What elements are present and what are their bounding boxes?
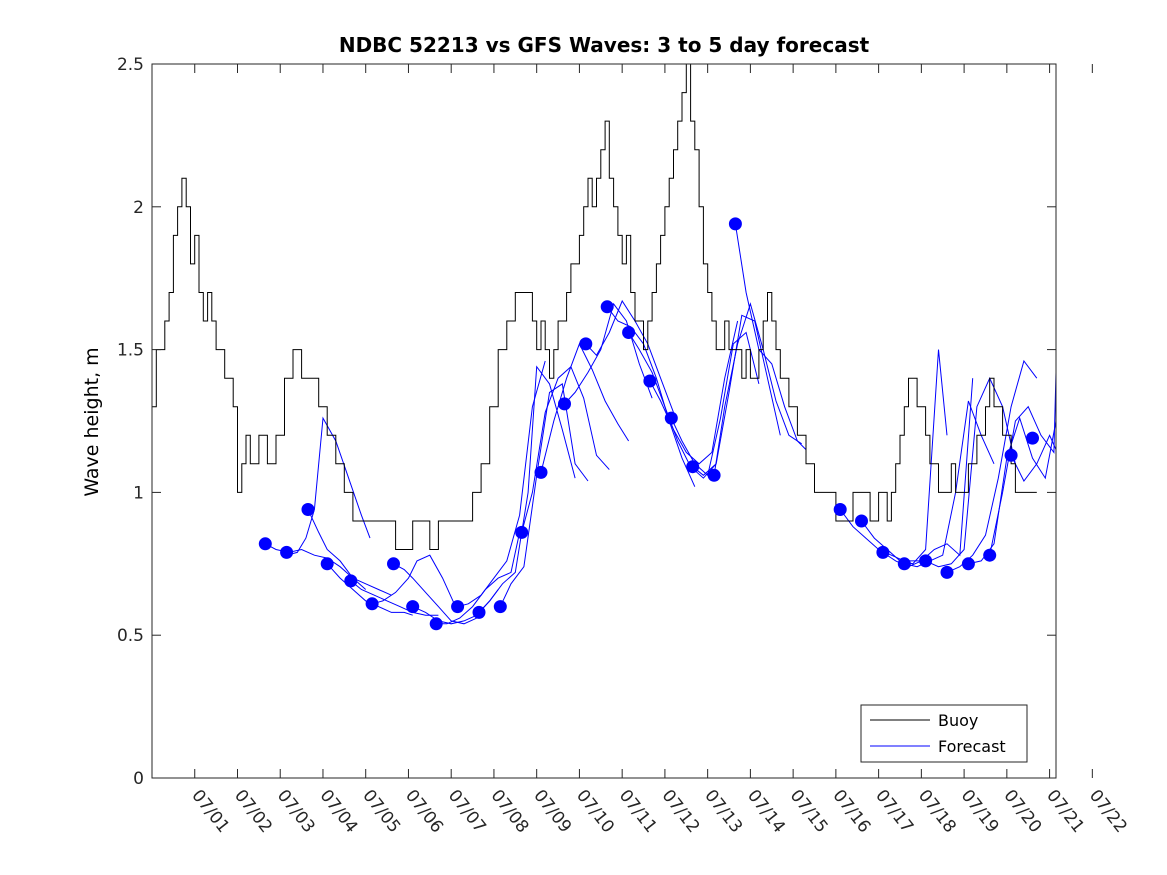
forecast-marker [622, 326, 636, 339]
y-tick-label: 0.5 [117, 626, 144, 646]
forecast-line [946, 359, 1038, 573]
forecast-marker [472, 605, 486, 619]
forecast-marker [344, 574, 358, 588]
legend-buoy-label: Buoy [938, 711, 978, 730]
forecast-marker [686, 460, 700, 474]
forecast-marker [301, 503, 315, 516]
forecast-marker [961, 557, 975, 571]
forecast-marker [855, 514, 868, 528]
y-tick-label: 2 [133, 198, 144, 218]
forecast-line [307, 509, 392, 596]
forecast-line [393, 563, 478, 625]
forecast-marker [429, 617, 443, 631]
forecast-marker [387, 557, 400, 571]
forecast-marker [983, 548, 997, 562]
forecast-marker [515, 525, 529, 539]
forecast-marker [493, 600, 507, 614]
forecast-marker [728, 217, 742, 231]
forecast-line [649, 320, 739, 465]
forecast-line [585, 299, 674, 413]
axes-box [151, 63, 1057, 779]
forecast-line [1010, 434, 1056, 482]
legend-box [860, 704, 1028, 763]
forecast-line [371, 554, 456, 607]
y-axis-label: Wave height, m [81, 347, 103, 496]
forecast-line [286, 416, 371, 556]
forecast-line [564, 302, 653, 405]
forecast-line [265, 543, 367, 590]
forecast-line [734, 223, 807, 450]
chart-title: NDBC 52213 vs GFS Waves: 3 to 5 day fore… [339, 33, 870, 57]
y-tick-label: 2.5 [117, 55, 144, 75]
forecast-marker [320, 557, 334, 571]
forecast-line [478, 365, 576, 613]
forecast-line [436, 532, 521, 625]
forecast-marker [558, 397, 571, 411]
forecast-marker [940, 565, 954, 579]
y-tick-label: 0 [133, 769, 144, 789]
plot-area [152, 64, 1056, 631]
forecast-marker [451, 600, 465, 614]
forecast-marker [406, 600, 420, 614]
forecast-line [499, 383, 589, 607]
forecast-line [989, 372, 1056, 556]
forecast-line [904, 400, 995, 568]
y-tick-label: 1.5 [117, 341, 144, 361]
forecast-line [713, 302, 802, 476]
forecast-line [350, 580, 439, 616]
forecast-marker [876, 545, 890, 559]
forecast-marker [534, 465, 548, 479]
forecast-line [606, 306, 696, 487]
forecast-marker [707, 468, 721, 482]
legend: Buoy Forecast [860, 704, 1028, 763]
forecast-marker [919, 554, 933, 568]
forecast-marker [600, 300, 614, 314]
forecast-marker [258, 537, 272, 551]
forecast-marker [280, 545, 294, 559]
forecast-marker [833, 503, 847, 516]
y-tick-label: 1 [133, 483, 144, 503]
forecast-marker [365, 597, 379, 611]
forecast-marker [1004, 448, 1018, 462]
forecast-line [670, 331, 760, 477]
forecast-line [457, 360, 546, 608]
forecast-line [521, 365, 610, 533]
forecast-marker [643, 374, 657, 388]
legend-forecast-label: Forecast [938, 737, 1006, 756]
forecast-marker [579, 337, 593, 351]
forecast-marker [1026, 431, 1039, 445]
forecast-line [925, 376, 1016, 568]
forecast-line [540, 342, 630, 473]
forecast-line [968, 416, 1056, 565]
forecast-marker [897, 557, 911, 571]
buoy-line [152, 64, 1037, 550]
forecast-marker [664, 411, 678, 425]
